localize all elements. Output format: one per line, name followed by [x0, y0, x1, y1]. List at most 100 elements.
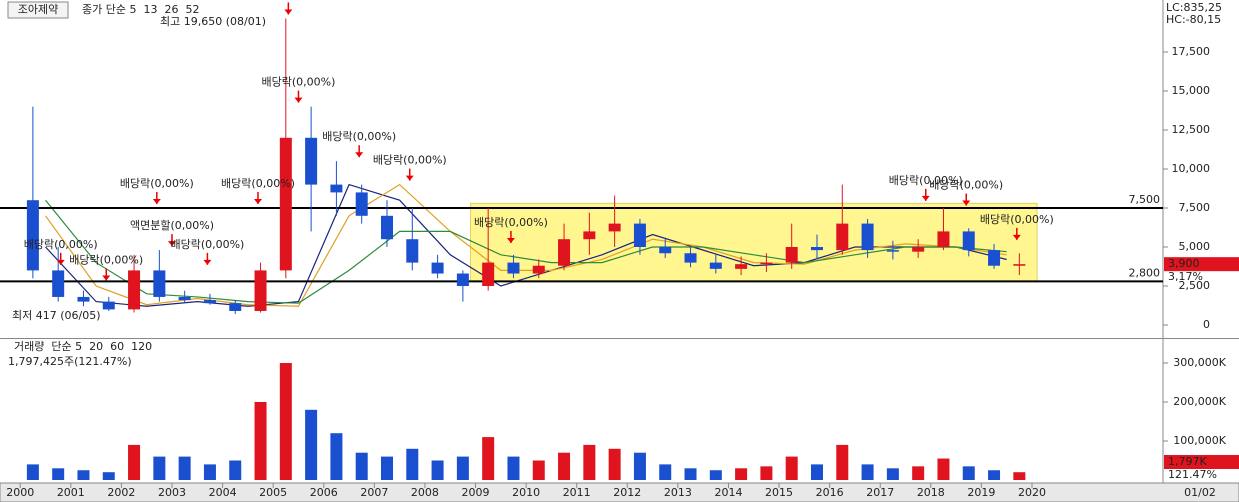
- candle-body: [760, 262, 773, 265]
- volume-bar: [583, 444, 596, 480]
- candle-body: [279, 137, 292, 271]
- y-tick-label: 0: [1203, 318, 1210, 331]
- volume-bar: [507, 456, 520, 480]
- arrow-head: [152, 199, 161, 205]
- legend-entry: 26: [164, 3, 178, 16]
- volume-bar: [330, 433, 343, 480]
- y-tick-label: 15,000: [1172, 84, 1211, 97]
- x-tick-label: 2007: [360, 486, 388, 499]
- volume-bar: [153, 456, 166, 480]
- volume-bar: [785, 456, 798, 480]
- annotation-label: 배당락(0,00%): [69, 253, 143, 266]
- x-tick-label: 2003: [158, 486, 186, 499]
- annotation-label: 배당락(0,00%): [170, 238, 244, 251]
- price-badge: [1164, 257, 1239, 272]
- volume-bar: [912, 466, 925, 480]
- x-tick-label: 2008: [411, 486, 439, 499]
- annotation-label: 배당락(0,00%): [221, 177, 295, 190]
- candle-body: [785, 247, 798, 263]
- candle-body: [912, 247, 925, 252]
- arrow-head: [962, 200, 971, 206]
- volume-bar: [355, 452, 368, 480]
- current-volume-pct: 121.47%: [1168, 468, 1217, 481]
- legend-entry: 52: [185, 3, 199, 16]
- x-tick-label: 2013: [664, 486, 692, 499]
- x-tick-label: 2009: [462, 486, 490, 499]
- candle-body: [128, 270, 141, 310]
- volume-bar: [279, 362, 292, 480]
- volume-tick-label: 300,000K: [1173, 356, 1226, 369]
- annotation-label: 배당락(0,00%): [322, 130, 396, 143]
- candle-body: [380, 215, 393, 240]
- volume-bar: [26, 464, 39, 480]
- support-label: 2,800: [1129, 266, 1161, 279]
- volume-bar: [254, 401, 267, 480]
- volume-bar: [456, 456, 469, 480]
- candle-body: [1013, 264, 1026, 266]
- end-date: 01/02: [1184, 486, 1216, 499]
- candle-body: [532, 265, 545, 274]
- annotation-label: 배당락(0,00%): [24, 238, 98, 251]
- volume-bar: [482, 437, 495, 480]
- volume-bar: [1013, 472, 1026, 480]
- volume-bar: [406, 448, 419, 480]
- volume-bar: [684, 468, 697, 480]
- candle-body: [456, 273, 469, 287]
- volume-bar: [988, 470, 1001, 480]
- arrow-head: [921, 195, 930, 201]
- volume-bar: [836, 444, 849, 480]
- volume-legend-entry: 거래량: [14, 340, 44, 353]
- arrow-head: [355, 152, 364, 158]
- stock-box[interactable]: [7, 1, 69, 19]
- current-volume: 1,797K: [1168, 455, 1207, 468]
- y-tick-label: 10,000: [1172, 162, 1211, 175]
- x-tick-label: 2001: [57, 486, 85, 499]
- candle-body: [836, 223, 849, 251]
- high-note: 최고 19,650 (08/01): [160, 15, 266, 28]
- volume-bar: [709, 470, 722, 480]
- volume-legend-entry: 단순 5: [51, 340, 82, 353]
- candle-body: [102, 301, 115, 310]
- candle-body: [886, 250, 899, 252]
- annotation-label: 배당락(0,00%): [889, 174, 963, 187]
- arrow-head: [294, 97, 303, 103]
- annotation-label: 액면분할(0,00%): [130, 219, 214, 232]
- legend-entry: 13: [143, 3, 157, 16]
- annotation-label: 배당락(0,00%): [262, 76, 336, 89]
- candle-body: [153, 270, 166, 297]
- candle-body: [735, 264, 748, 269]
- arrow-head: [506, 238, 515, 244]
- candle-body: [810, 247, 823, 251]
- x-tick-label: 2012: [613, 486, 641, 499]
- candle-body: [406, 239, 419, 263]
- x-tick-label: 2011: [563, 486, 591, 499]
- x-tick-label: 2010: [512, 486, 540, 499]
- lc-label: LC:835,25: [1166, 1, 1222, 14]
- volume-bar: [128, 444, 141, 480]
- arrow-head: [253, 199, 262, 205]
- annotation-label: 배당락(0,00%): [929, 179, 1003, 192]
- volume-bar: [886, 468, 899, 480]
- x-tick-label: 2005: [259, 486, 287, 499]
- candle-body: [507, 262, 520, 274]
- volume-note: 1,797,425주(121.47%): [8, 355, 132, 368]
- annotation-label: 배당락(0,00%): [474, 216, 548, 229]
- candle-body: [684, 253, 697, 263]
- volume-legend-entry: 60: [110, 340, 124, 353]
- x-tick-label: 2000: [6, 486, 34, 499]
- volume-legend-entry: 120: [131, 340, 152, 353]
- x-tick-label: 2017: [866, 486, 894, 499]
- candle-body: [229, 303, 242, 311]
- y-tick-label: 12,500: [1172, 123, 1211, 136]
- x-tick-label: 2019: [967, 486, 995, 499]
- low-note: 최저 417 (06/05): [12, 309, 101, 322]
- volume-bar: [608, 448, 621, 480]
- x-tick-label: 2006: [310, 486, 338, 499]
- candle-body: [254, 270, 267, 311]
- candle-body: [482, 262, 495, 287]
- y-tick-label: 5,000: [1179, 240, 1211, 253]
- current-price: 3,900: [1168, 257, 1200, 270]
- candle-body: [709, 262, 722, 269]
- arrow-head: [284, 9, 293, 15]
- hc-label: HC:-80,15: [1166, 13, 1221, 26]
